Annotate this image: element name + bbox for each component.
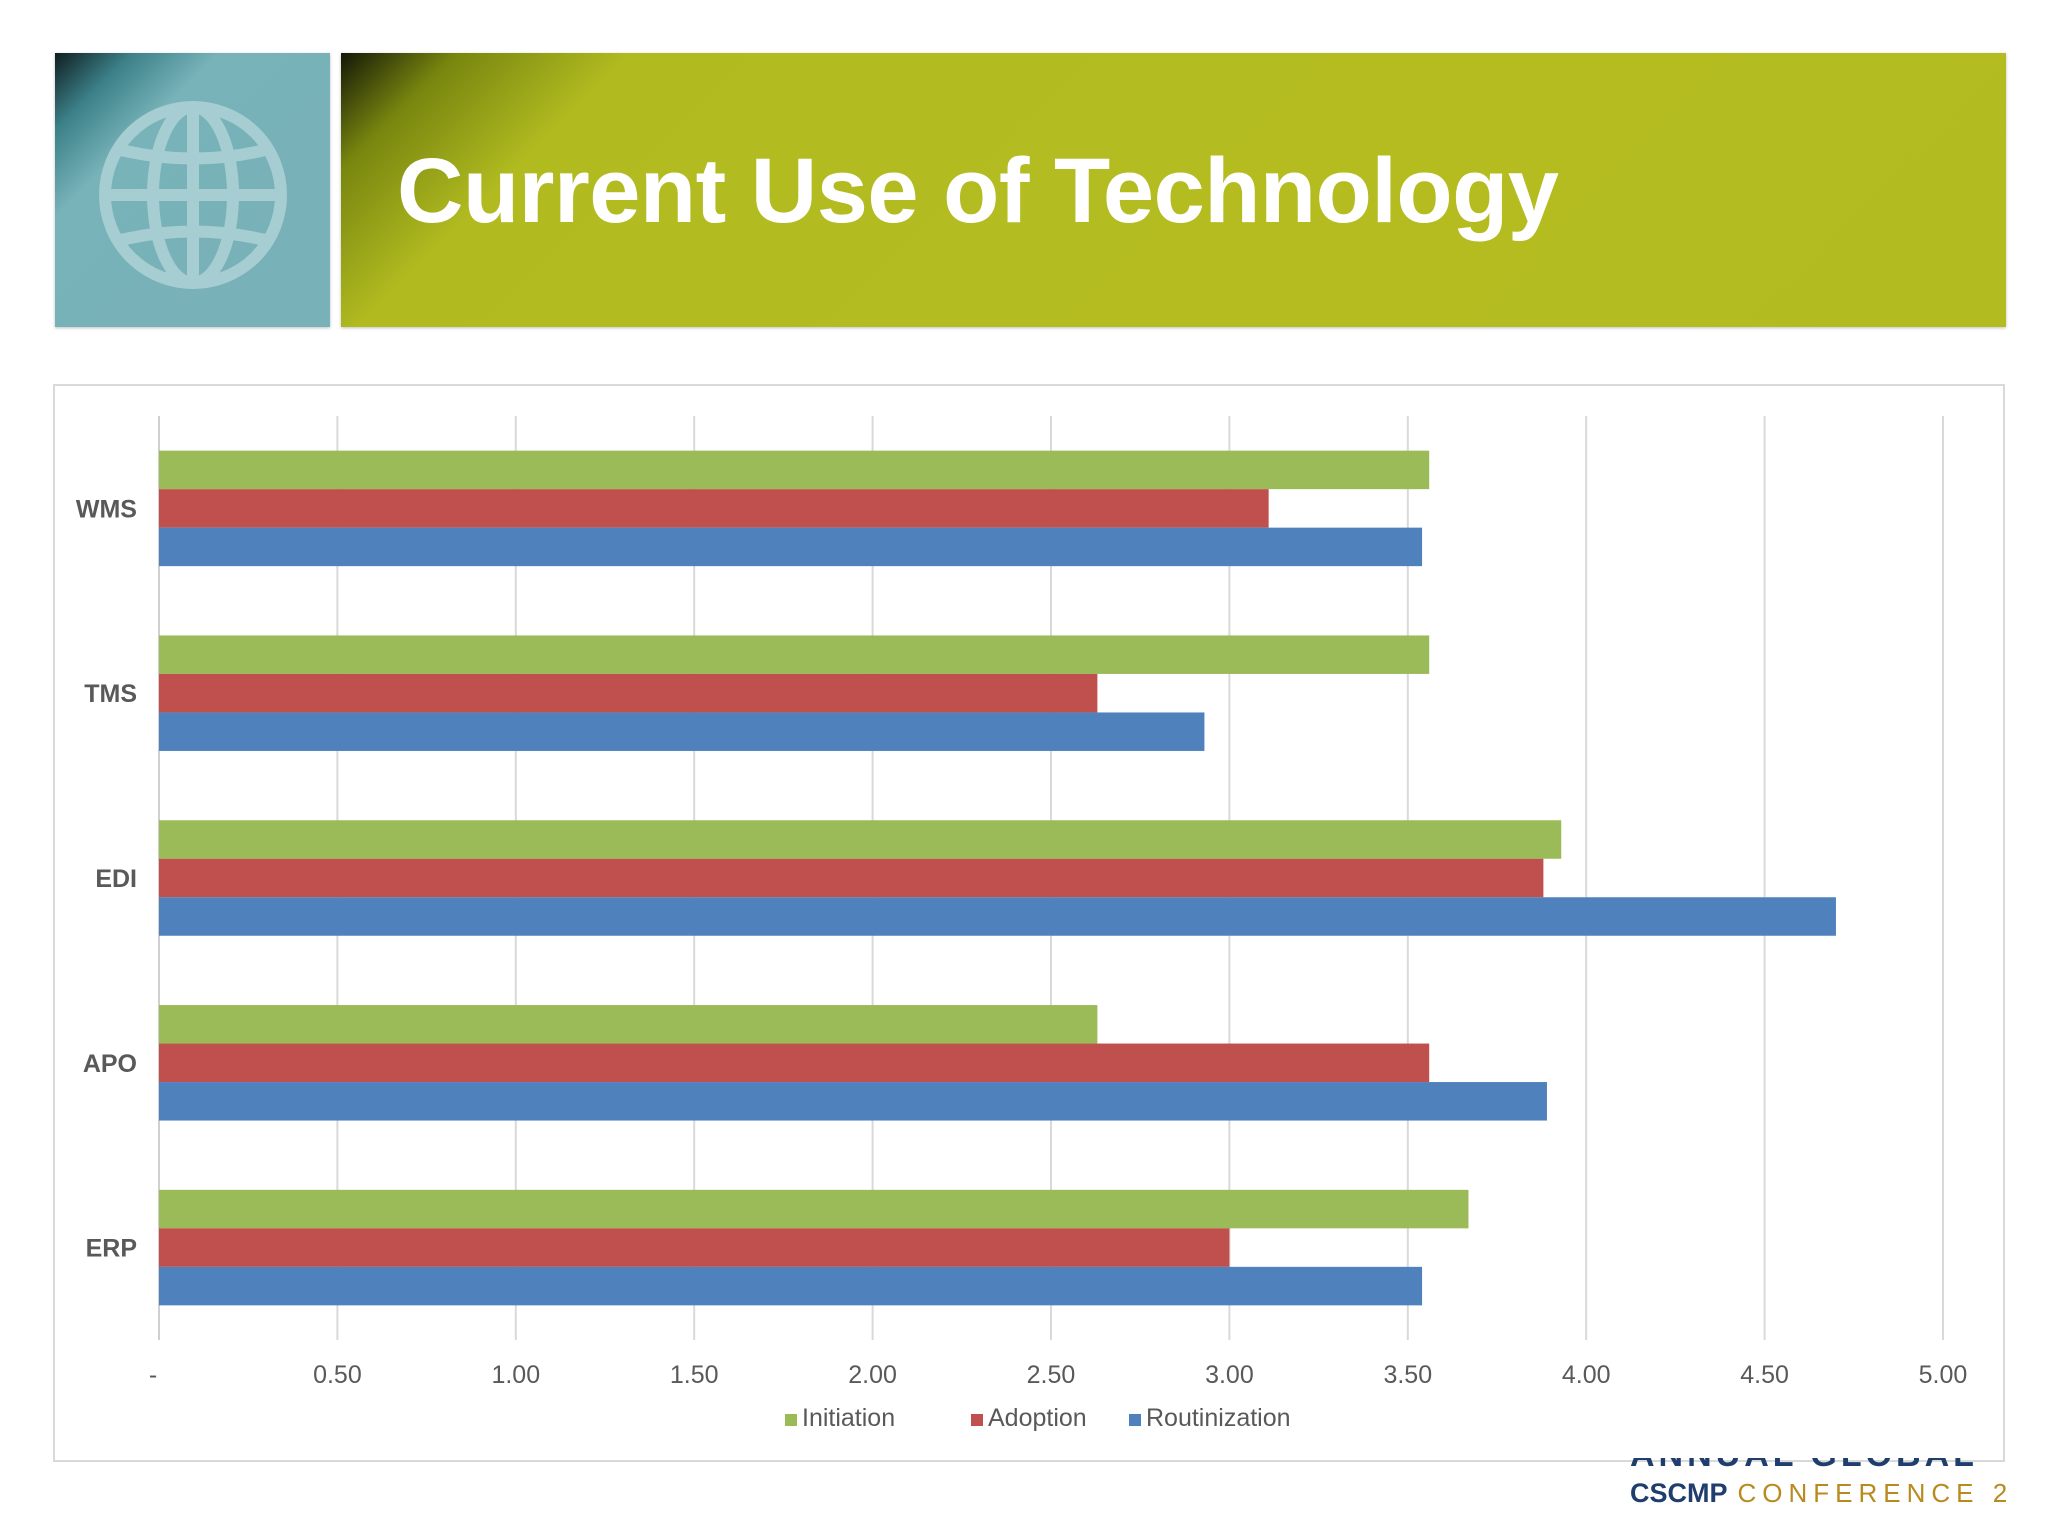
legend-swatch bbox=[785, 1414, 797, 1426]
legend-label: Adoption bbox=[988, 1404, 1087, 1432]
bar-adoption-tms bbox=[159, 673, 1098, 713]
category-label: APO bbox=[83, 1050, 137, 1078]
bar-adoption-apo bbox=[159, 1043, 1430, 1083]
x-tick-label: 2.50 bbox=[1027, 1361, 1076, 1389]
bar-chart: - 0.50 1.00 1.50 2.00 2.50 3.00 3.50 4.00 4.50 5.0… bbox=[76, 416, 1968, 1432]
bar-adoption-erp bbox=[159, 1228, 1230, 1267]
bar-initiation-tms bbox=[159, 635, 1430, 674]
logo-org: CSCMP bbox=[1630, 1478, 1728, 1508]
globe-icon bbox=[99, 101, 287, 289]
x-tick-label: 2.00 bbox=[848, 1361, 897, 1389]
bar-initiation-wms bbox=[159, 450, 1430, 490]
category-label: WMS bbox=[76, 495, 137, 523]
chart-area: - 0.50 1.00 1.50 2.00 2.50 3.00 3.50 4.00 4.50 5.0… bbox=[53, 384, 2005, 1462]
x-tick-label: 5.00 bbox=[1919, 1361, 1968, 1389]
x-tick-label: 0.50 bbox=[313, 1361, 362, 1389]
title-banner: Current Use of Technology bbox=[341, 53, 2006, 327]
logo-swoosh: ANNUAL GLOBAL bbox=[1630, 1458, 2010, 1468]
bar-initiation-erp bbox=[159, 1189, 1469, 1229]
bar-initiation-edi bbox=[159, 820, 1562, 859]
bar-routinization-tms bbox=[159, 712, 1205, 751]
x-tick-label: 1.00 bbox=[491, 1361, 540, 1389]
bar-initiation-apo bbox=[159, 1005, 1098, 1044]
x-tick-label: 4.00 bbox=[1562, 1361, 1611, 1389]
legend-label: Initiation bbox=[802, 1404, 895, 1432]
x-tick-label: 1.50 bbox=[670, 1361, 719, 1389]
bar-adoption-edi bbox=[159, 858, 1544, 898]
category-label: TMS bbox=[84, 680, 137, 708]
legend-label: Routinization bbox=[1146, 1404, 1291, 1432]
x-tick-label: - bbox=[149, 1361, 157, 1389]
bar-routinization-erp bbox=[159, 1266, 1423, 1306]
legend-swatch bbox=[1129, 1414, 1141, 1426]
page-title: Current Use of Technology bbox=[397, 140, 1559, 242]
conference-logo: ANNUAL GLOBAL CSCMP CONFERENCE 2014 bbox=[1630, 1458, 2010, 1518]
category-label: EDI bbox=[95, 865, 137, 893]
globe-tile bbox=[55, 53, 330, 327]
logo-event: CONFERENCE 2014 bbox=[1737, 1478, 2010, 1508]
bar-routinization-wms bbox=[159, 527, 1423, 567]
bar-routinization-apo bbox=[159, 1082, 1547, 1121]
x-tick-label: 4.50 bbox=[1740, 1361, 1789, 1389]
x-tick-label: 3.00 bbox=[1205, 1361, 1254, 1389]
x-tick-label: 3.50 bbox=[1383, 1361, 1432, 1389]
bar-routinization-edi bbox=[159, 897, 1836, 936]
category-label: ERP bbox=[86, 1235, 137, 1263]
legend-swatch bbox=[971, 1414, 983, 1426]
bar-adoption-wms bbox=[159, 489, 1269, 528]
